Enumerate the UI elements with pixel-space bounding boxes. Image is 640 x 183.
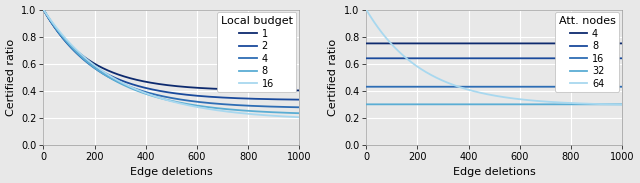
64 bbox=[586, 103, 593, 105]
2 bbox=[40, 8, 47, 11]
1 bbox=[296, 89, 303, 92]
Y-axis label: Certified ratio: Certified ratio bbox=[328, 39, 339, 116]
2 bbox=[138, 86, 145, 88]
4 bbox=[618, 42, 626, 44]
X-axis label: Edge deletions: Edge deletions bbox=[130, 167, 212, 178]
Legend: 4, 8, 16, 32, 64: 4, 8, 16, 32, 64 bbox=[555, 12, 620, 92]
64 bbox=[613, 103, 621, 106]
8 bbox=[138, 91, 145, 94]
2 bbox=[291, 98, 298, 101]
16 bbox=[392, 86, 399, 88]
Line: 16: 16 bbox=[44, 10, 300, 117]
1 bbox=[138, 80, 145, 82]
4 bbox=[138, 90, 145, 92]
4 bbox=[392, 42, 399, 44]
16 bbox=[618, 86, 626, 88]
Line: 2: 2 bbox=[44, 10, 300, 100]
16 bbox=[407, 86, 415, 88]
16 bbox=[461, 86, 468, 88]
4 bbox=[149, 93, 157, 95]
64 bbox=[461, 87, 468, 90]
1 bbox=[68, 46, 76, 48]
16 bbox=[138, 90, 145, 93]
8 bbox=[613, 57, 621, 59]
2 bbox=[84, 61, 92, 63]
X-axis label: Edge deletions: Edge deletions bbox=[453, 167, 536, 178]
2 bbox=[263, 98, 271, 100]
8 bbox=[618, 57, 626, 59]
16 bbox=[84, 59, 92, 61]
2 bbox=[68, 48, 76, 50]
8 bbox=[296, 112, 303, 114]
32 bbox=[472, 103, 479, 105]
4 bbox=[362, 42, 370, 44]
1 bbox=[84, 58, 92, 61]
32 bbox=[586, 103, 593, 105]
4 bbox=[472, 42, 479, 44]
64 bbox=[407, 61, 415, 63]
16 bbox=[40, 8, 47, 11]
32 bbox=[461, 103, 468, 105]
4 bbox=[296, 106, 303, 108]
32 bbox=[407, 103, 415, 105]
Legend: 1, 2, 4, 8, 16: 1, 2, 4, 8, 16 bbox=[217, 12, 296, 92]
4 bbox=[40, 8, 47, 11]
8 bbox=[263, 111, 271, 113]
32 bbox=[362, 103, 370, 105]
8 bbox=[291, 112, 298, 114]
4 bbox=[84, 62, 92, 64]
16 bbox=[362, 86, 370, 88]
16 bbox=[472, 86, 479, 88]
8 bbox=[362, 57, 370, 59]
4 bbox=[263, 105, 271, 108]
8 bbox=[472, 57, 479, 59]
4 bbox=[613, 42, 621, 44]
16 bbox=[296, 116, 303, 118]
32 bbox=[618, 103, 626, 105]
16 bbox=[68, 45, 76, 47]
64 bbox=[472, 91, 479, 93]
1 bbox=[149, 82, 157, 84]
Line: 64: 64 bbox=[366, 10, 622, 105]
64 bbox=[362, 8, 370, 11]
Y-axis label: Certified ratio: Certified ratio bbox=[6, 39, 15, 116]
32 bbox=[392, 103, 399, 105]
8 bbox=[586, 57, 593, 59]
8 bbox=[461, 57, 468, 59]
4 bbox=[68, 48, 76, 50]
64 bbox=[618, 104, 626, 106]
1 bbox=[291, 89, 298, 92]
8 bbox=[407, 57, 415, 59]
16 bbox=[149, 95, 157, 97]
64 bbox=[392, 47, 399, 49]
16 bbox=[263, 114, 271, 116]
2 bbox=[296, 99, 303, 101]
Line: 8: 8 bbox=[44, 10, 300, 113]
4 bbox=[586, 42, 593, 44]
8 bbox=[68, 47, 76, 49]
1 bbox=[40, 8, 47, 11]
Line: 1: 1 bbox=[44, 10, 300, 90]
8 bbox=[40, 8, 47, 11]
8 bbox=[149, 95, 157, 97]
4 bbox=[461, 42, 468, 44]
32 bbox=[613, 103, 621, 105]
Line: 4: 4 bbox=[44, 10, 300, 107]
16 bbox=[291, 116, 298, 118]
8 bbox=[392, 57, 399, 59]
8 bbox=[84, 61, 92, 64]
16 bbox=[586, 86, 593, 88]
16 bbox=[613, 86, 621, 88]
4 bbox=[291, 106, 298, 108]
4 bbox=[407, 42, 415, 44]
2 bbox=[149, 88, 157, 91]
1 bbox=[263, 89, 271, 91]
